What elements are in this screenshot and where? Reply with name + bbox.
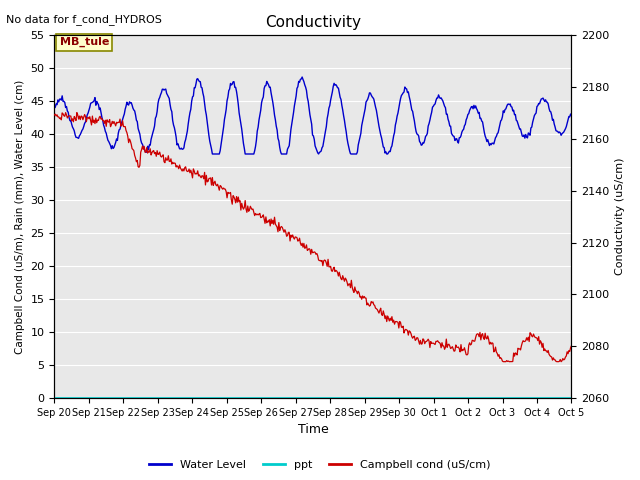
Legend: Water Level, ppt, Campbell cond (uS/cm): Water Level, ppt, Campbell cond (uS/cm) xyxy=(145,456,495,474)
Text: No data for f_cond_HYDROS: No data for f_cond_HYDROS xyxy=(6,14,163,25)
Y-axis label: Campbell Cond (uS/m), Rain (mm), Water Level (cm): Campbell Cond (uS/m), Rain (mm), Water L… xyxy=(15,80,25,354)
X-axis label: Time: Time xyxy=(298,423,328,436)
Y-axis label: Conductivity (uS/cm): Conductivity (uS/cm) xyxy=(615,158,625,276)
Title: Conductivity: Conductivity xyxy=(265,15,361,30)
Text: MB_tule: MB_tule xyxy=(60,37,109,48)
